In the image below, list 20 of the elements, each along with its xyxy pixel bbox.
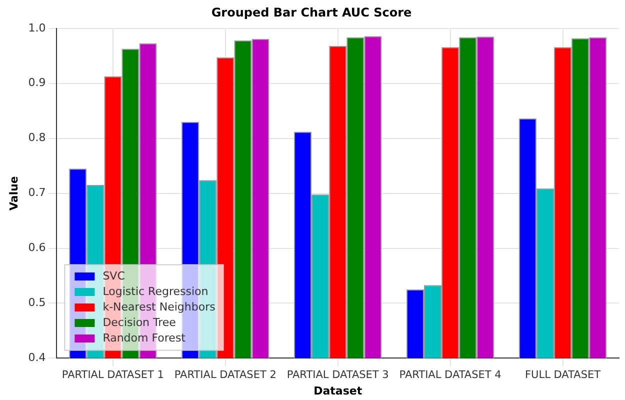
y-axis-title: Value (7, 176, 20, 211)
y-tick-label: 0.7 (28, 186, 46, 200)
y-tick-label: 1.0 (28, 21, 46, 34)
legend-label: Random Forest (102, 331, 186, 344)
x-tick-label: PARTIAL DATASET 2 (174, 369, 276, 382)
y-tick-label: 0.6 (28, 241, 46, 254)
x-tick-label: PARTIAL DATASET 4 (399, 369, 502, 382)
legend-label: Logistic Regression (102, 284, 208, 298)
legend-label: k-Nearest Neighbors (102, 300, 216, 314)
x-axis-title: Dataset (314, 384, 362, 398)
y-tick-label: 0.5 (28, 296, 46, 310)
legend-label: Decision Tree (102, 316, 176, 329)
legend-label: SVC (102, 269, 126, 282)
chart-title: Grouped Bar Chart AUC Score (211, 5, 412, 20)
y-tick-label: 0.8 (28, 131, 46, 144)
y-tick-label: 0.9 (28, 76, 46, 90)
x-tick-label: FULL DATASET (525, 369, 602, 382)
x-tick-label: PARTIAL DATASET 3 (286, 369, 389, 382)
x-tick-label: PARTIAL DATASET 1 (62, 369, 164, 382)
y-tick-label: 0.4 (28, 351, 46, 364)
